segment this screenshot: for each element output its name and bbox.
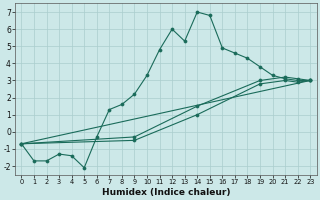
X-axis label: Humidex (Indice chaleur): Humidex (Indice chaleur) — [101, 188, 230, 197]
